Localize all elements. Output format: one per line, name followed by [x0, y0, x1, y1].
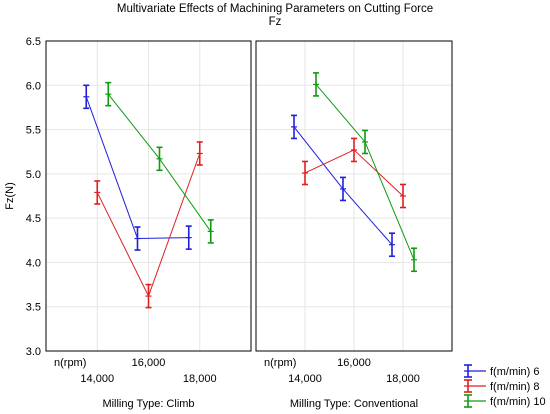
x-tick-label: 14,000 — [288, 373, 322, 385]
legend-label: f(m/min) 8 — [490, 381, 540, 393]
x-axis-name: n(rpm) — [264, 357, 296, 369]
legend-swatch — [464, 394, 486, 408]
error-bar — [207, 219, 214, 244]
legend-label: f(m/min) 10 — [490, 396, 546, 408]
error-bar — [362, 129, 368, 155]
error-bar — [94, 180, 101, 205]
panel-frame — [255, 40, 453, 352]
series-line — [315, 84, 415, 260]
y-tick-label: 4.5 — [26, 213, 41, 225]
error-bar — [389, 232, 395, 258]
legend-item: f(m/min) 10 — [464, 394, 546, 408]
y-tick-label: 3.0 — [26, 346, 41, 358]
y-tick-label: 4.0 — [26, 257, 41, 269]
x-tick-label: 16,000 — [132, 357, 166, 369]
error-bar — [400, 183, 406, 209]
panels: n(rpm) 14,000 16,000 18,000 Milling Type: Cl… — [45, 40, 453, 410]
legend: f(m/min) 6 f(m/min) 8 f(m/min) 10 — [464, 364, 546, 408]
error-bar — [185, 225, 192, 250]
legend-label: f(m/min) 6 — [490, 366, 540, 378]
y-tick-label: 6.5 — [26, 36, 41, 48]
x-tick-label: 18,000 — [386, 373, 420, 385]
error-bar — [145, 283, 152, 309]
error-bar — [351, 137, 357, 163]
series-1 — [291, 114, 395, 258]
series-3 — [105, 81, 214, 244]
panel-conventional: n(rpm) 14,000 16,000 18,000 Milling Type: Co… — [255, 40, 453, 410]
error-bar — [291, 114, 297, 140]
error-bar — [105, 81, 112, 107]
error-bar — [302, 160, 308, 186]
error-bar — [313, 72, 319, 97]
legend-swatch — [464, 364, 486, 378]
error-bar — [134, 226, 141, 251]
y-tick-label: 5.5 — [26, 125, 41, 137]
panel-label: Milling Type: Climb — [102, 398, 194, 410]
panel-label: Milling Type: Conventional — [290, 398, 418, 410]
y-tick-label: 3.5 — [26, 302, 41, 314]
error-bar — [411, 247, 417, 273]
series-3 — [313, 72, 417, 273]
y-axis-label: Fz(N) — [4, 182, 16, 210]
error-bar — [83, 84, 90, 110]
error-bar — [196, 141, 203, 166]
panel-climb: n(rpm) 14,000 16,000 18,000 Milling Type: Cl… — [45, 40, 252, 410]
error-bar — [156, 146, 163, 172]
x-tick-label: 18,000 — [183, 373, 217, 385]
x-axis-name: n(rpm) — [54, 357, 86, 369]
y-tick-label: 5.0 — [26, 169, 41, 181]
legend-item: f(m/min) 8 — [464, 379, 540, 393]
chart-title: Multivariate Effects of Machining Parame… — [117, 3, 433, 15]
panel-frame — [45, 40, 252, 352]
error-bar — [340, 176, 346, 202]
legend-item: f(m/min) 6 — [464, 364, 540, 378]
series-line — [85, 96, 189, 240]
series-2 — [302, 137, 406, 209]
x-tick-label: 14,000 — [80, 373, 114, 385]
legend-swatch — [464, 379, 486, 393]
chart-subtitle: Fz — [269, 16, 282, 28]
series-1 — [83, 84, 192, 251]
series-2 — [94, 141, 203, 309]
y-tick-label: 6.0 — [26, 80, 41, 92]
x-tick-label: 16,000 — [337, 357, 371, 369]
